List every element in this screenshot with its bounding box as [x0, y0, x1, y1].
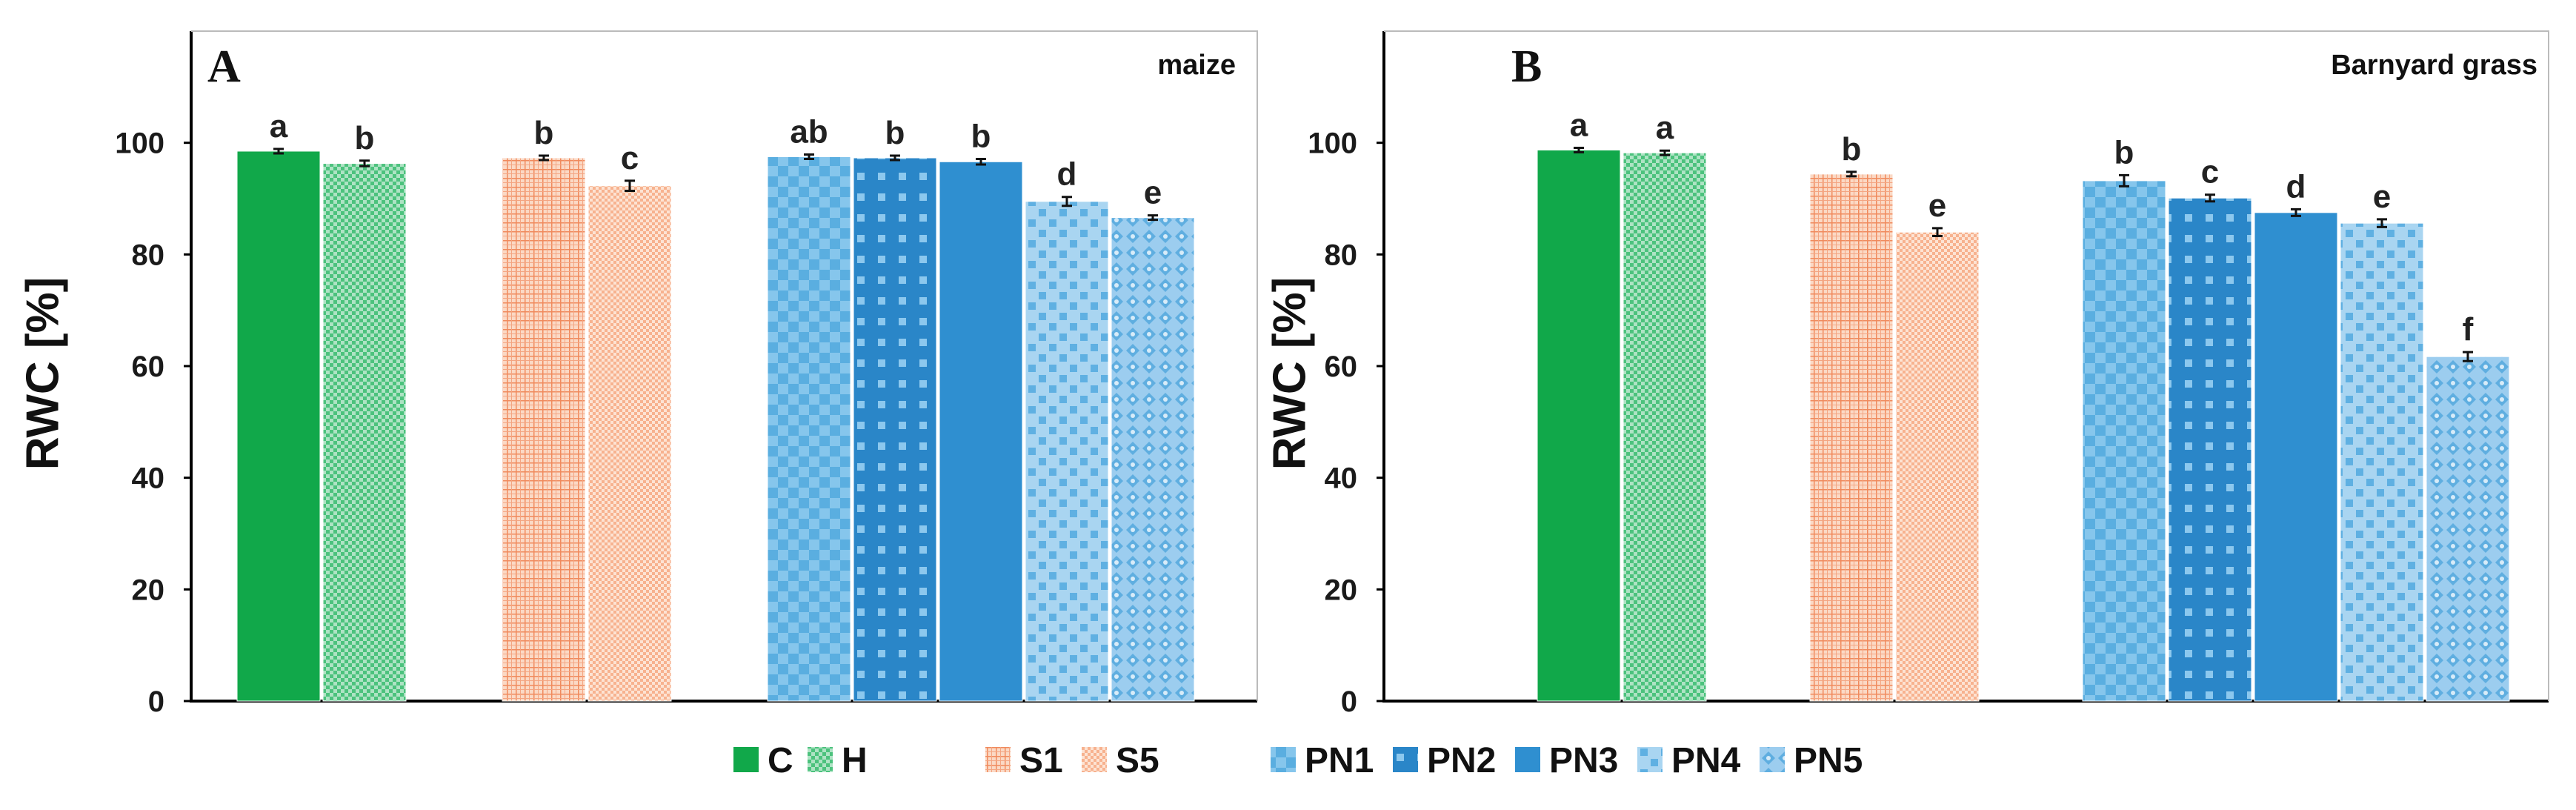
legend-label-s5: S5: [1116, 741, 1159, 780]
bar-h: [322, 163, 407, 702]
legend-swatch-pn5: [1760, 747, 1785, 772]
bar-s5: [588, 185, 672, 702]
error-bar: [359, 159, 370, 167]
error-bar: [625, 179, 635, 192]
error-bar: [1932, 227, 1943, 237]
error-bar: [976, 158, 986, 166]
legend-label-h: H: [842, 741, 868, 780]
bar-s5: [1895, 231, 1980, 702]
panel-letter: B: [1511, 42, 1542, 92]
panel-b-chart: 0 20 40 60 80 100 RWC [%] B Barnyard grass a a b e b c…: [1264, 30, 2549, 718]
plot-frame: [191, 30, 1258, 701]
legend-label-s1: S1: [1019, 741, 1063, 780]
error-bar: [1062, 196, 1072, 208]
bar-pn2: [2168, 197, 2252, 702]
y-tick-label: 40: [1325, 462, 1358, 495]
panel-letter: A: [207, 42, 241, 92]
significance-label: e: [2373, 179, 2391, 215]
bar-pn3: [939, 161, 1023, 702]
significance-label: b: [534, 115, 554, 151]
y-tick-label: 40: [132, 462, 165, 495]
bar-pn5: [2426, 356, 2510, 702]
bar-h: [1623, 152, 1707, 702]
y-axis-label: RWC [%]: [17, 277, 68, 471]
error-bar: [1846, 170, 1857, 178]
y-tick-label: 60: [1325, 351, 1358, 383]
y-tick-label: 80: [132, 239, 165, 271]
significance-label: e: [1928, 187, 1946, 224]
error-bar: [1660, 149, 1670, 156]
bar-c: [236, 150, 321, 702]
significance-label: c: [2201, 154, 2219, 190]
significance-label: c: [621, 140, 639, 176]
error-bar: [2463, 351, 2473, 362]
bar-s1: [502, 157, 586, 702]
significance-label: e: [1144, 175, 1162, 211]
legend-swatch-h: [808, 747, 833, 772]
legend-label-pn5: PN5: [1794, 741, 1863, 780]
legend-swatch-s1: [985, 747, 1011, 772]
bar-pn1: [767, 156, 851, 702]
significance-label: a: [270, 108, 288, 145]
error-bar: [273, 147, 284, 155]
significance-label: b: [971, 119, 991, 155]
panel-title: maize: [1157, 50, 1236, 81]
y-tick-label: 20: [1325, 574, 1358, 606]
y-tick-label: 60: [132, 351, 165, 383]
error-bar: [2119, 173, 2129, 187]
error-bar: [890, 154, 900, 162]
error-bar: [2291, 208, 2301, 217]
error-bar: [2377, 218, 2387, 228]
significance-label: b: [885, 115, 905, 151]
y-tick-label: 100: [115, 127, 164, 160]
panel-title: Barnyard grass: [2331, 50, 2537, 81]
bar-pn4: [1025, 201, 1109, 702]
bar-c: [1537, 149, 1621, 702]
significance-label: f: [2463, 311, 2474, 348]
bar-pn4: [2340, 222, 2424, 702]
plot-frame: [1384, 30, 2549, 701]
legend-swatch-pn3: [1515, 747, 1540, 772]
error-bar: [539, 154, 549, 162]
legend: C H S1 S5 PN1 PN2 PN3 PN4 PN5: [733, 741, 1863, 780]
legend-swatch-pn1: [1271, 747, 1296, 772]
legend-swatch-pn4: [1637, 747, 1663, 772]
y-tick-label: 100: [1308, 127, 1357, 160]
y-tick-label: 0: [1341, 685, 1357, 718]
significance-label: d: [2286, 168, 2306, 205]
bar-pn1: [2082, 180, 2166, 702]
bar-pn5: [1111, 217, 1195, 702]
legend-label-c: C: [768, 741, 793, 780]
y-tick-label: 20: [132, 574, 165, 606]
legend-swatch-s5: [1082, 747, 1107, 772]
significance-label: ab: [790, 113, 828, 150]
legend-label-pn1: PN1: [1305, 741, 1374, 780]
error-bar: [2205, 193, 2215, 203]
significance-label: a: [1656, 110, 1674, 146]
error-bar: [804, 153, 814, 161]
y-tick-label: 80: [1325, 239, 1358, 271]
legend-label-pn3: PN3: [1549, 741, 1618, 780]
legend-swatch-pn2: [1393, 747, 1418, 772]
legend-label-pn2: PN2: [1427, 741, 1496, 780]
significance-label: b: [2114, 134, 2134, 170]
y-axis-label: RWC [%]: [1264, 277, 1315, 471]
bar-pn2: [853, 157, 937, 702]
bar-s1: [1809, 173, 1894, 702]
error-bar: [1148, 214, 1158, 222]
significance-label: d: [1057, 156, 1077, 193]
significance-label: b: [1842, 131, 1862, 167]
y-tick-label: 0: [148, 685, 164, 718]
bar-pn3: [2254, 212, 2338, 702]
significance-label: a: [1570, 107, 1588, 143]
error-bar: [1574, 146, 1584, 153]
significance-label: b: [355, 120, 375, 156]
legend-label-pn4: PN4: [1671, 741, 1741, 780]
legend-swatch-c: [733, 747, 759, 772]
